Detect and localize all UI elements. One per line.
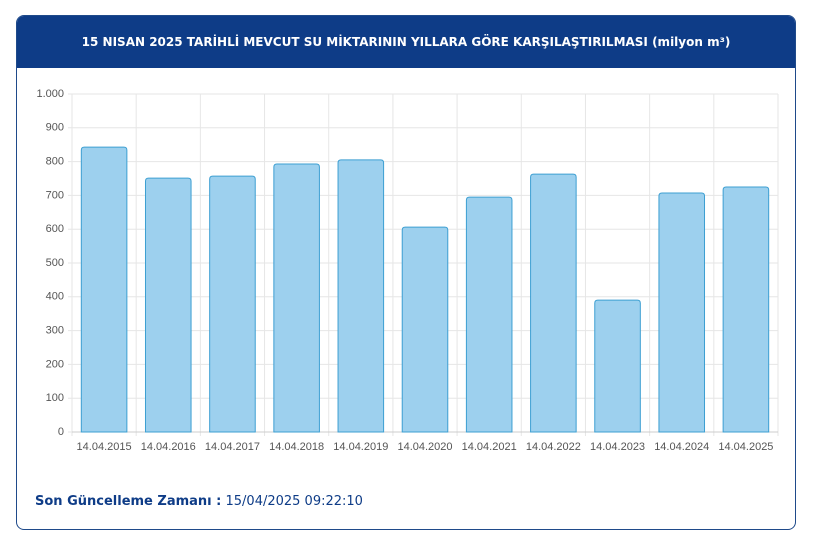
update-time: Son Güncelleme Zamanı : 15/04/2025 09:22…: [35, 494, 363, 509]
bar: [594, 299, 641, 433]
x-tick-label: 14.04.2018: [269, 441, 324, 453]
x-tick-label: 14.04.2025: [718, 441, 773, 453]
bar: [530, 173, 577, 433]
bar: [337, 159, 385, 433]
bar: [465, 196, 513, 433]
y-tick-label: 0: [58, 426, 64, 438]
update-label: Son Güncelleme Zamanı :: [35, 494, 222, 509]
y-tick-label: 500: [46, 257, 64, 269]
y-tick-label: 100: [46, 392, 64, 404]
chart-title: 15 NISAN 2025 TARİHLİ MEVCUT SU MİKTARIN…: [17, 16, 795, 68]
y-tick-label: 1.000: [36, 88, 64, 100]
bar: [209, 175, 256, 433]
y-tick-label: 200: [46, 358, 64, 370]
bar: [273, 163, 320, 433]
x-tick-label: 14.04.2020: [397, 441, 452, 453]
x-tick-label: 14.04.2023: [590, 441, 645, 453]
x-tick-label: 14.04.2021: [462, 441, 517, 453]
x-tick-label: 14.04.2016: [141, 441, 196, 453]
y-tick-label: 800: [46, 156, 64, 168]
y-tick-label: 600: [46, 223, 64, 235]
update-value: 15/04/2025 09:22:10: [225, 494, 363, 509]
bar: [144, 177, 192, 433]
y-tick-label: 900: [46, 122, 64, 134]
card: 15 NISAN 2025 TARİHLİ MEVCUT SU MİKTARIN…: [16, 15, 796, 530]
x-tick-label: 14.04.2015: [77, 441, 132, 453]
y-tick-label: 700: [46, 189, 64, 201]
x-tick-label: 14.04.2022: [526, 441, 581, 453]
bar: [658, 192, 706, 433]
x-tick-label: 14.04.2019: [333, 441, 388, 453]
bar: [80, 146, 128, 433]
y-tick-label: 300: [46, 325, 64, 337]
x-tick-label: 14.04.2024: [654, 441, 709, 453]
x-tick-label: 14.04.2017: [205, 441, 260, 453]
bar: [722, 186, 770, 433]
y-tick-label: 400: [46, 291, 64, 303]
bar: [401, 226, 449, 433]
